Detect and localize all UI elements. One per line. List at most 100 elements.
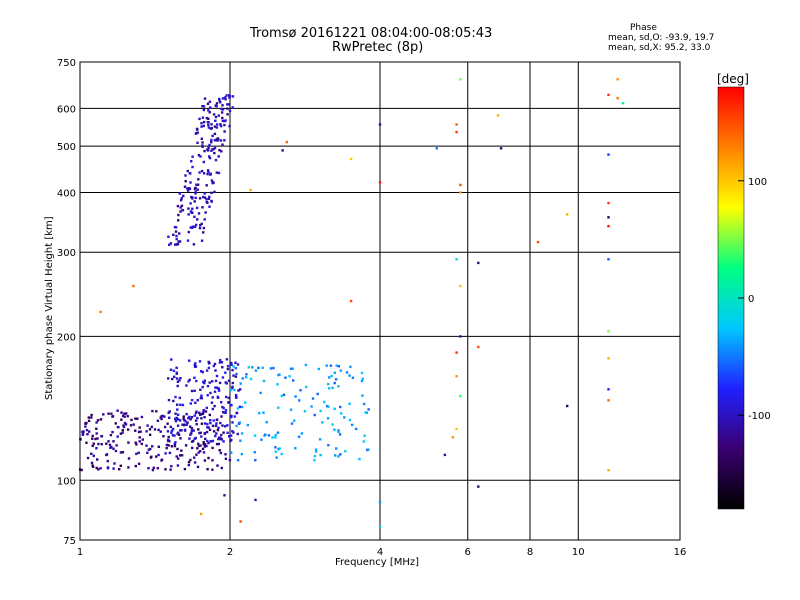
data-point xyxy=(111,430,114,434)
data-point xyxy=(186,421,189,424)
data-point xyxy=(189,433,192,436)
data-point xyxy=(194,190,197,193)
data-point xyxy=(95,421,98,424)
data-point xyxy=(236,363,240,366)
data-point xyxy=(173,444,177,448)
data-point xyxy=(330,374,333,378)
data-point xyxy=(203,445,207,448)
data-point xyxy=(183,467,187,471)
data-point xyxy=(214,369,217,372)
data-point xyxy=(191,211,194,214)
data-point xyxy=(91,434,94,438)
data-point xyxy=(196,188,199,191)
data-point xyxy=(194,401,197,404)
data-point xyxy=(205,198,208,201)
data-point xyxy=(230,451,233,454)
data-point xyxy=(206,102,210,105)
data-point xyxy=(185,384,188,387)
data-point xyxy=(459,284,462,288)
data-point xyxy=(459,335,462,338)
data-point xyxy=(247,366,250,369)
data-point xyxy=(251,366,254,369)
data-point xyxy=(189,402,192,405)
data-point xyxy=(217,171,221,175)
data-point xyxy=(146,424,149,427)
data-point xyxy=(201,447,205,451)
data-point xyxy=(228,96,231,99)
data-point xyxy=(218,361,222,364)
data-point xyxy=(172,233,175,236)
data-point xyxy=(207,170,210,174)
data-point xyxy=(151,409,154,413)
data-point xyxy=(213,390,217,393)
data-point xyxy=(201,105,204,108)
x-tick-label: 4 xyxy=(377,547,383,558)
data-point xyxy=(177,213,180,217)
data-point xyxy=(221,97,225,100)
data-point xyxy=(196,131,199,134)
data-point xyxy=(455,427,458,431)
data-point xyxy=(202,226,206,230)
data-point xyxy=(116,435,119,438)
data-point xyxy=(226,107,229,110)
data-point xyxy=(262,379,266,383)
data-point xyxy=(167,444,170,447)
data-point xyxy=(459,78,462,81)
data-point xyxy=(149,447,152,451)
data-point xyxy=(212,364,215,368)
data-point xyxy=(92,442,95,445)
data-point xyxy=(210,440,213,443)
data-point xyxy=(326,404,329,408)
data-point xyxy=(280,452,283,456)
data-point xyxy=(182,415,185,418)
y-tick-label: 750 xyxy=(57,58,76,69)
data-point xyxy=(209,421,212,425)
data-point xyxy=(274,450,277,453)
data-point xyxy=(378,181,382,184)
data-point xyxy=(193,389,196,392)
data-point xyxy=(139,430,142,433)
data-point xyxy=(152,466,155,469)
data-point xyxy=(155,455,158,458)
data-point xyxy=(180,449,183,452)
data-point xyxy=(219,101,222,104)
data-point xyxy=(328,376,331,379)
data-point xyxy=(219,421,222,425)
data-point xyxy=(333,371,336,374)
data-point xyxy=(214,386,217,389)
data-point xyxy=(195,183,198,186)
data-point xyxy=(187,417,190,420)
data-point xyxy=(188,415,191,419)
data-point xyxy=(174,226,178,229)
x-tick-label: 8 xyxy=(527,547,533,558)
data-point xyxy=(216,428,220,432)
data-point xyxy=(189,425,192,428)
data-point xyxy=(179,199,183,202)
data-point xyxy=(234,367,238,370)
data-point xyxy=(190,440,194,443)
data-point xyxy=(459,183,462,187)
data-point xyxy=(110,412,113,415)
data-point xyxy=(218,436,221,439)
data-point xyxy=(326,417,330,420)
data-point xyxy=(291,367,294,370)
data-point xyxy=(235,372,238,376)
data-point xyxy=(171,427,175,431)
data-point xyxy=(116,409,119,412)
data-point xyxy=(211,439,215,443)
data-point xyxy=(167,411,170,414)
data-point xyxy=(135,452,138,456)
data-point xyxy=(206,169,210,172)
data-point xyxy=(204,211,207,214)
data-point xyxy=(156,467,159,470)
data-point xyxy=(207,146,210,150)
data-point xyxy=(239,439,242,442)
data-point xyxy=(260,438,263,441)
data-point xyxy=(201,370,204,374)
data-point xyxy=(245,373,248,376)
data-point xyxy=(205,116,209,120)
data-point xyxy=(344,450,347,453)
data-point xyxy=(215,432,218,435)
data-point xyxy=(118,468,121,471)
data-point xyxy=(194,132,198,135)
